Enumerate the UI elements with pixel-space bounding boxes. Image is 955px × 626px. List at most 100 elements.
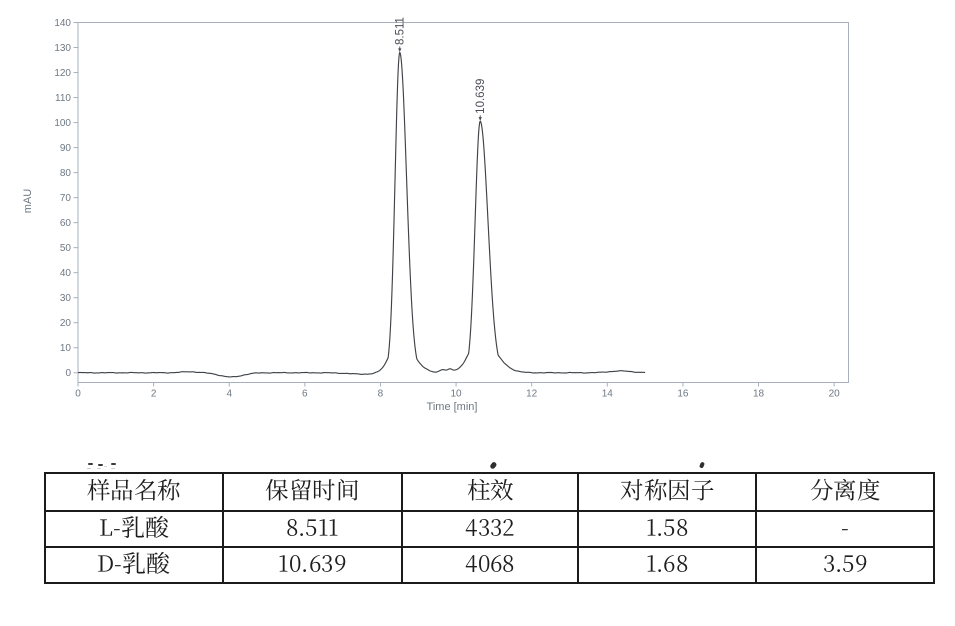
vector-glyph	[490, 479, 513, 501]
vector-glyph	[334, 554, 345, 572]
y-tick-label: 50	[60, 243, 72, 254]
vector-glyph	[478, 554, 489, 572]
results-table	[44, 472, 935, 584]
caption-fragment-mark	[489, 460, 498, 469]
vector-glyph	[338, 479, 358, 501]
vector-glyph	[100, 519, 113, 537]
vector-glyph	[669, 479, 690, 501]
vector-glyph	[677, 518, 688, 536]
vector-glyph	[112, 479, 133, 501]
y-tick-label: 90	[60, 143, 72, 154]
vector-glyph	[691, 480, 714, 501]
caption-fragment-mark	[87, 467, 91, 469]
x-tick-label: 12	[526, 389, 538, 400]
chromatogram-plot: 0 10 20 30 40 50 60 70 80 90 100 110 120 130 140 0 2 4 6 8…	[22, 17, 849, 413]
y-tick-label: 40	[60, 268, 72, 279]
vector-glyph	[306, 519, 317, 536]
table-header-row	[44, 472, 935, 512]
chromatogram-trace	[77, 51, 646, 378]
vector-glyph	[465, 555, 478, 572]
y-tick-label: 10	[60, 343, 72, 354]
vector-glyph	[491, 518, 501, 536]
vector-glyph	[115, 565, 122, 567]
vector-glyph	[87, 479, 110, 501]
vector-glyph	[291, 479, 311, 501]
results-table-header	[44, 472, 935, 512]
vector-glyph	[810, 479, 833, 501]
caption-fragment-mark	[111, 467, 115, 469]
y-tick-label: 80	[60, 168, 72, 179]
caption-fragment-mark	[104, 466, 107, 467]
caption-fragment-mark	[97, 468, 101, 469]
vector-glyph	[322, 554, 333, 572]
vector-glyph	[303, 569, 307, 572]
vector-glyph	[834, 479, 856, 501]
x-tick-label: 18	[753, 389, 765, 400]
y-tick-label: 60	[60, 218, 72, 229]
header-cell	[44, 472, 224, 512]
table-row	[44, 510, 935, 548]
vector-glyph	[664, 554, 675, 572]
vector-glyph	[837, 569, 841, 572]
vector-glyph	[644, 479, 667, 501]
x-tick-label: 20	[829, 389, 841, 400]
y-tick-label: 20	[60, 318, 72, 329]
caption-fragment-mark	[97, 463, 103, 466]
vector-glyph	[265, 479, 289, 501]
vector-glyph	[842, 528, 848, 531]
header-cell	[401, 472, 579, 512]
y-tick-label: 140	[54, 18, 71, 29]
vector-glyph	[503, 554, 514, 572]
caption-fragment-mark	[110, 463, 116, 465]
y-tick-label: 130	[54, 43, 71, 54]
table-cell	[401, 510, 579, 548]
vector-glyph	[620, 479, 643, 501]
vector-glyph	[286, 518, 297, 536]
y-tick-label: 0	[65, 368, 71, 379]
x-tick-label: 8	[378, 389, 384, 400]
table-row	[44, 546, 935, 584]
table-cell	[577, 510, 757, 548]
x-tick-label: 16	[677, 389, 689, 400]
header-cell	[577, 472, 757, 512]
vector-glyph	[857, 478, 880, 501]
plot-frame	[77, 22, 849, 383]
x-axis-title: Time [min]	[427, 401, 478, 413]
table-cell	[221, 546, 403, 584]
vector-glyph	[145, 515, 169, 538]
peak-retention-labels: 8.511 10.639	[395, 17, 487, 121]
caption-fragment-mark	[87, 463, 93, 465]
peak-label-arrowhead	[398, 48, 402, 52]
vector-glyph	[121, 516, 144, 538]
vector-glyph	[147, 551, 170, 574]
vector-glyph	[289, 554, 301, 572]
table-cell	[221, 510, 403, 548]
vector-glyph	[647, 555, 656, 572]
vector-glyph	[123, 552, 146, 574]
vector-glyph	[279, 555, 288, 572]
y-tick-label: 30	[60, 293, 72, 304]
vector-glyph	[329, 519, 338, 536]
vector-glyph	[157, 479, 181, 501]
vector-glyph	[823, 554, 834, 572]
vector-glyph	[98, 555, 114, 573]
y-tick-label: 100	[54, 118, 71, 129]
y-axis-title: mAU	[22, 189, 34, 214]
peak-label-arrowhead	[478, 117, 482, 121]
vector-glyph	[465, 519, 478, 536]
vector-glyph	[658, 533, 662, 536]
vector-glyph	[134, 479, 156, 501]
table-cell	[44, 546, 224, 584]
vector-glyph	[314, 479, 336, 501]
vector-glyph	[647, 519, 656, 536]
x-tick-label: 0	[75, 389, 81, 400]
y-tick-label: 110	[55, 93, 71, 104]
table-cell	[401, 546, 579, 584]
vector-glyph	[113, 529, 120, 531]
table-cell	[577, 546, 757, 584]
vector-glyph	[491, 554, 502, 572]
header-cell	[221, 472, 403, 512]
x-axis-ticks: 0 2 4 6 8 10 12 14 16 18 20	[75, 382, 841, 400]
vector-glyph	[677, 554, 688, 572]
x-tick-label: 14	[602, 389, 614, 400]
